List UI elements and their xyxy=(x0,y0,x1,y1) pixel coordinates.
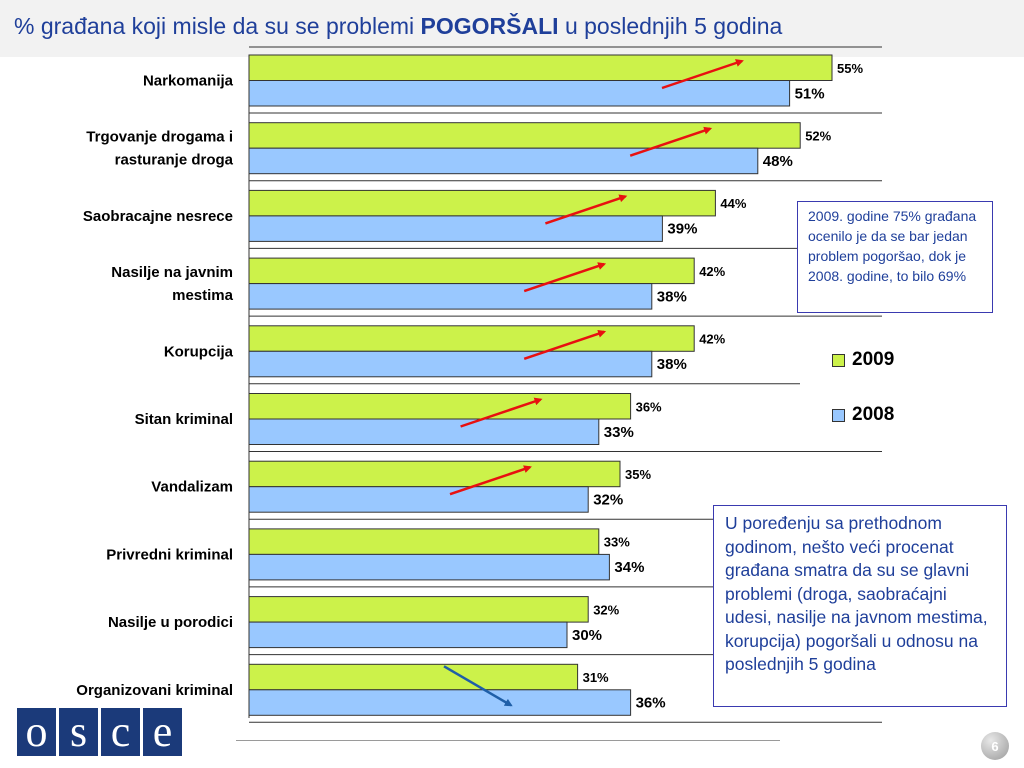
data-label-2008: 39% xyxy=(667,221,697,238)
bar-2008-7 xyxy=(248,553,610,581)
bar-2009-2 xyxy=(248,189,716,217)
data-label-2008: 32% xyxy=(593,491,623,508)
bar-2008-5 xyxy=(248,418,600,445)
trend-arrow-up-icon xyxy=(523,262,607,293)
bar-2008-0 xyxy=(248,80,791,107)
legend-item-2008: 2008 xyxy=(832,404,894,426)
logo-letter: c xyxy=(101,708,140,756)
data-label-2008: 30% xyxy=(572,627,602,644)
bar-2009-5 xyxy=(248,393,632,420)
bar-2008-8 xyxy=(248,621,568,649)
category-label: Organizovani kriminal xyxy=(76,682,233,699)
trend-arrow-down-icon xyxy=(443,665,513,707)
bar-2009-9 xyxy=(248,663,579,691)
trend-arrow-up-icon xyxy=(545,194,628,225)
category-label: Nasilje u porodici xyxy=(108,614,233,631)
data-label-2009: 55% xyxy=(837,61,863,76)
bar-2009-1 xyxy=(248,122,801,149)
data-label-2008: 48% xyxy=(763,153,793,170)
bar-2008-6 xyxy=(248,486,589,513)
data-label-2008: 51% xyxy=(795,85,825,102)
trend-arrow-up-icon xyxy=(629,126,713,157)
data-label-2009: 33% xyxy=(604,535,630,550)
data-label-2009: 42% xyxy=(699,332,725,347)
legend-swatch-2008 xyxy=(832,408,845,422)
logo-letter: e xyxy=(143,708,182,756)
category-label: Trgovanje drogama i xyxy=(86,129,233,146)
bar-2008-1 xyxy=(248,147,759,175)
data-label-2009: 52% xyxy=(805,128,831,143)
data-label-2009: 44% xyxy=(720,196,746,211)
data-label-2008: 33% xyxy=(604,424,634,441)
category-label: Sitan kriminal xyxy=(135,411,233,428)
category-label: Vandalizam xyxy=(151,479,233,496)
data-label-2009: 31% xyxy=(583,670,609,685)
legend-item-2009: 2009 xyxy=(832,349,894,371)
page-number-badge: 6 xyxy=(981,732,1009,760)
data-label-2008: 38% xyxy=(657,356,687,373)
trend-arrow-up-icon xyxy=(449,465,532,496)
category-label: Korupcija xyxy=(164,343,234,360)
bar-2009-6 xyxy=(248,460,621,488)
bar-2008-4 xyxy=(248,350,653,378)
data-label-2009: 36% xyxy=(636,399,662,414)
legend-label-2008: 2008 xyxy=(852,404,895,425)
trend-arrow-up-icon xyxy=(460,397,543,428)
trend-arrow-up-icon xyxy=(661,59,744,90)
bar-2008-3 xyxy=(248,283,653,310)
legend-swatch-2009 xyxy=(832,353,845,367)
data-label-2009: 35% xyxy=(625,467,651,482)
page-title: % građana koji misle da su se problemi P… xyxy=(14,13,783,39)
category-label: rasturanje droga xyxy=(115,152,234,169)
data-label-2008: 36% xyxy=(636,695,666,712)
data-label-2009: 42% xyxy=(699,264,725,279)
osce-logo: o s c e xyxy=(17,708,185,756)
category-label: mestima xyxy=(172,287,234,304)
bar-2009-7 xyxy=(248,528,600,555)
logo-letter: o xyxy=(17,708,56,756)
category-label: Saobracajne nesrece xyxy=(83,208,233,225)
legend-label-2009: 2009 xyxy=(852,349,895,370)
category-label: Privredni kriminal xyxy=(106,546,233,563)
data-label-2008: 38% xyxy=(657,288,687,305)
note-box-comparison: U poređenju sa prethodnom godinom, nešto… xyxy=(713,505,1007,707)
bar-2009-0 xyxy=(248,54,833,81)
data-label-2008: 34% xyxy=(614,559,644,576)
note-box-summary: 2009. godine 75% građana ocenilo je da s… xyxy=(797,201,993,313)
logo-letter: s xyxy=(59,708,98,756)
trend-arrow-up-icon xyxy=(523,329,607,360)
category-label: Nasilje na javnim xyxy=(111,264,233,281)
bar-2008-2 xyxy=(248,215,663,242)
data-label-2009: 32% xyxy=(593,602,619,617)
bar-2009-4 xyxy=(248,325,695,352)
category-label: Narkomanija xyxy=(143,73,234,90)
bar-2008-9 xyxy=(248,689,632,716)
bar-2009-3 xyxy=(248,257,695,285)
bar-2009-8 xyxy=(248,596,589,623)
footer-divider xyxy=(236,740,780,741)
